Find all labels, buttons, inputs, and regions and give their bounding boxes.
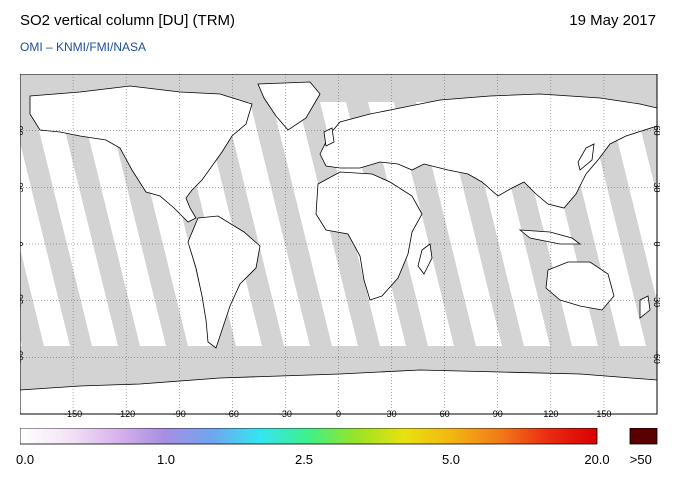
lon-tick-label-bottom: 150: [596, 409, 611, 419]
lon-tick-label-bottom: 30: [387, 409, 397, 419]
lat-tick-label-right: -60: [652, 351, 660, 364]
map-date: 19 May 2017: [569, 12, 656, 29]
uk: [323, 127, 335, 147]
lat-tick-label-left: -60: [20, 351, 25, 364]
world-map: -150-150-120-120-90-90-60-60-30-30003030…: [20, 74, 660, 419]
map-credit: OMI – KNMI/FMI/NASA: [20, 40, 147, 54]
colorbar: [20, 428, 658, 445]
colorbar-overflow-swatch: [629, 428, 658, 445]
orbit-gap-stripe: [58, 102, 140, 346]
new-zealand: [639, 295, 651, 319]
lat-tick-label-right: 0: [652, 241, 660, 246]
tick-labels: -150-150-120-120-90-90-60-60-30-30003030…: [20, 126, 660, 419]
graticule: [20, 74, 657, 414]
lat-tick-label-left: 60: [20, 126, 25, 136]
lon-tick-label-bottom: 90: [493, 409, 503, 419]
colorbar-label: 1.0: [156, 452, 176, 467]
orbit-gap-stripe: [202, 102, 284, 346]
land-masses: [20, 81, 657, 414]
map-frame: [20, 74, 658, 415]
australia: [545, 261, 615, 311]
lon-tick-label-bottom: 120: [543, 409, 558, 419]
lon-tick-label-bottom: -90: [173, 409, 186, 419]
map-title: SO2 vertical column [DU] (TRM): [20, 12, 236, 29]
colorbar-label: 0.0: [16, 452, 35, 467]
lat-tick-label-left: -30: [20, 294, 25, 307]
africa: [315, 171, 423, 301]
lat-tick-label-right: 60: [652, 126, 660, 136]
eurasia: [319, 93, 657, 209]
lon-tick-label-bottom: -30: [279, 409, 292, 419]
north-america: [29, 85, 253, 223]
orbit-gap-stripe: [250, 102, 332, 346]
orbit-gap-stripe: [106, 102, 188, 346]
lat-tick-label-right: -30: [652, 294, 660, 307]
japan: [577, 143, 595, 171]
indonesia: [518, 229, 582, 245]
lon-tick-label-bottom: -120: [117, 409, 135, 419]
lat-tick-label-right: 30: [652, 182, 660, 192]
madagascar: [417, 243, 433, 275]
greenland: [257, 81, 321, 131]
lon-tick-label-bottom: 60: [440, 409, 450, 419]
colorbar-label: 5.0: [441, 452, 461, 467]
colorbar-label: 20.0: [584, 452, 610, 467]
orbit-gap-stripe: [20, 102, 92, 346]
colorbar-gradient: [20, 428, 598, 445]
south-america: [187, 215, 261, 349]
lon-tick-label-bottom: 0: [336, 409, 341, 419]
lat-tick-label-left: 0: [20, 241, 25, 246]
colorbar-label: >50: [629, 452, 652, 467]
lat-tick-label-left: 30: [20, 182, 25, 192]
lon-tick-label-bottom: -150: [64, 409, 82, 419]
colorbar-label: 2.5: [294, 452, 314, 467]
orbit-gap-stripe: [586, 102, 657, 346]
lon-tick-label-bottom: -60: [226, 409, 239, 419]
